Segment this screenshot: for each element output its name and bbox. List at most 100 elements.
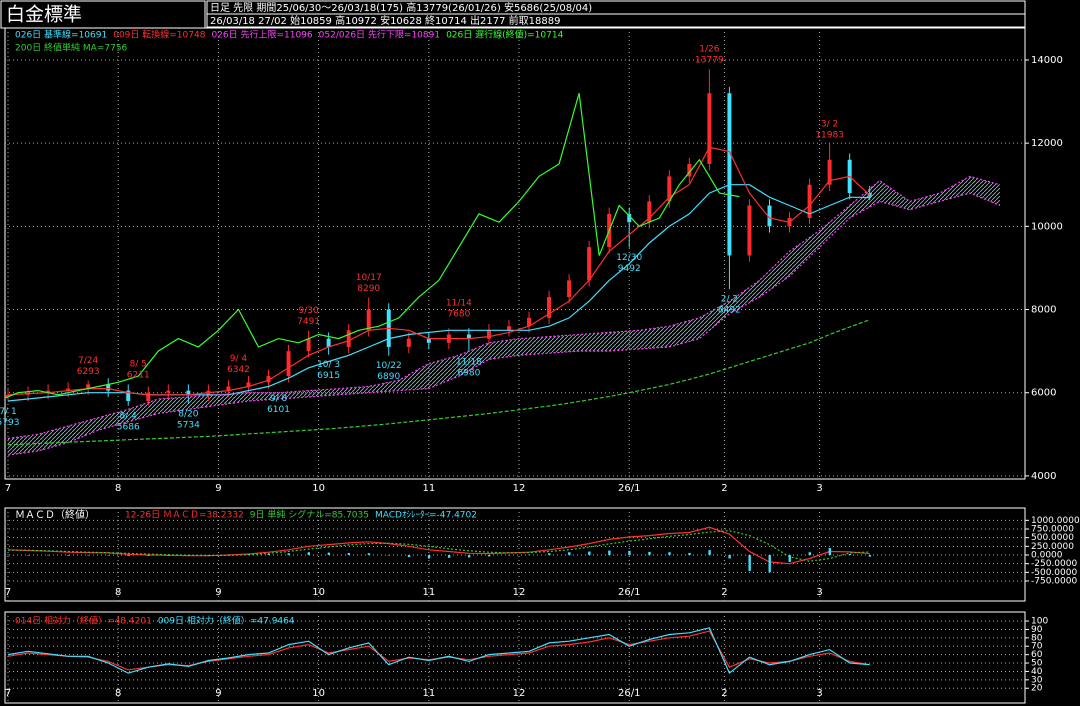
series-line xyxy=(7,627,870,675)
annotation-price: 5686 xyxy=(117,422,140,432)
histogram-bar xyxy=(528,554,531,556)
x-tick-label: 11 xyxy=(422,483,435,494)
y-tick-label: 80 xyxy=(1031,633,1043,643)
legend-entry: 12-26日 ＭＡＣＤ=38.2332 xyxy=(125,510,244,521)
histogram-bar xyxy=(487,555,491,557)
y-tick-label: -750.0000 xyxy=(1031,577,1077,587)
candle-body xyxy=(186,390,191,395)
legend-entry: 026日 基準線=10691 xyxy=(15,29,107,41)
x-tick-label: 9 xyxy=(215,587,221,598)
annotation-price: 5793 xyxy=(0,418,19,428)
x-tick-label: 26/1 xyxy=(618,587,640,598)
candle-body xyxy=(506,326,511,331)
y-tick-label: 0.0000 xyxy=(1031,551,1063,561)
x-tick-label: 7 xyxy=(5,688,11,699)
candle-body xyxy=(707,93,712,164)
y-tick-label: 20 xyxy=(1031,684,1043,694)
y-tick-label: 8000 xyxy=(1031,305,1056,316)
series-line xyxy=(5,93,740,399)
series-line xyxy=(7,526,870,565)
histogram-bar xyxy=(7,554,10,556)
histogram-bar xyxy=(848,553,852,555)
candle-body xyxy=(807,184,812,219)
histogram-bar xyxy=(267,553,270,555)
x-tick-label: 10 xyxy=(312,688,325,699)
y-tick-label: 30 xyxy=(1031,675,1043,685)
legend-entry: 9日 単純 シグナル=85.7035 xyxy=(250,509,369,521)
annotation-price: 8290 xyxy=(357,284,380,294)
x-tick-label: 26/1 xyxy=(618,483,640,494)
annotation-date: 11/18 xyxy=(456,357,482,367)
y-tick-label: 60 xyxy=(1031,650,1043,660)
annotation-date: 8/20 xyxy=(178,409,198,419)
histogram-bar xyxy=(227,554,230,556)
histogram-bar xyxy=(127,555,130,556)
candle-body xyxy=(86,384,91,389)
annotation-price: 8492 xyxy=(718,306,741,316)
legend-entry: 026日 遅行線(終値)=10714 xyxy=(446,29,564,41)
x-tick-label: 10 xyxy=(312,483,325,494)
annotation-date: 2/ 2 xyxy=(721,295,738,305)
histogram-bar xyxy=(427,555,431,559)
candle-body xyxy=(687,163,692,177)
annotation-price: 6293 xyxy=(77,367,100,377)
series-line xyxy=(7,319,870,446)
histogram-bar xyxy=(47,555,50,556)
annotation-price: 6890 xyxy=(377,372,400,382)
legend-entry: 009日 相対力（終値）=47.9464 xyxy=(158,615,295,627)
histogram-bar xyxy=(748,555,751,571)
y-tick-label: 100 xyxy=(1031,617,1048,627)
x-tick-label: 2 xyxy=(721,587,727,598)
annotation-date: 8/ 5 xyxy=(130,359,147,369)
candle-body xyxy=(587,247,592,281)
x-tick-label: 7 xyxy=(5,587,11,598)
candle-body xyxy=(6,394,10,397)
histogram-bar xyxy=(668,552,671,555)
candle-body xyxy=(166,390,171,393)
y-tick-label: 4000 xyxy=(1031,471,1056,482)
histogram-bar xyxy=(768,555,771,573)
candle-body xyxy=(647,201,652,223)
pane-title: ＭＡＣＤ（終値） xyxy=(15,508,95,521)
x-tick-label: 12 xyxy=(513,483,526,494)
annotation-date: 9/ 4 xyxy=(230,354,248,364)
histogram-bar xyxy=(808,552,811,555)
x-tick-label: 8 xyxy=(115,483,121,494)
histogram-bar xyxy=(87,555,90,556)
annotation-price: 5734 xyxy=(177,420,200,430)
histogram-bar xyxy=(387,555,391,556)
x-tick-label: 8 xyxy=(115,587,121,598)
annotation-price: 7491 xyxy=(297,317,320,327)
annotation-price: 13779 xyxy=(695,56,724,66)
x-tick-label: 7 xyxy=(5,483,11,494)
candle-body xyxy=(527,317,532,327)
candle-body xyxy=(627,213,632,223)
x-tick-label: 9 xyxy=(215,483,221,494)
y-tick-label: 750.0000 xyxy=(1031,524,1074,534)
histogram-bar xyxy=(688,552,691,555)
plot-area xyxy=(5,613,1025,703)
histogram-bar xyxy=(287,553,290,555)
histogram-bar xyxy=(27,555,30,556)
histogram-bar xyxy=(728,555,731,559)
pane-frame xyxy=(4,27,1026,480)
series-line xyxy=(7,530,870,562)
instrument-title: 白金標準 xyxy=(6,4,82,26)
histogram-bar xyxy=(868,555,872,557)
y-tick-label: 70 xyxy=(1031,642,1043,652)
plot-area xyxy=(5,29,1025,479)
annotation-date: 9/30 xyxy=(298,306,318,316)
candle-body xyxy=(106,384,111,391)
histogram-bar xyxy=(407,555,411,558)
candle-body xyxy=(547,297,552,318)
histogram-bar xyxy=(67,555,70,556)
candle-body xyxy=(326,338,331,347)
histogram-bar xyxy=(187,555,190,556)
x-tick-label: 9 xyxy=(215,688,221,699)
histogram-bar xyxy=(507,555,511,556)
y-tick-label: -250.0000 xyxy=(1031,559,1077,569)
candle-body xyxy=(747,205,752,256)
histogram-bar xyxy=(788,555,791,562)
annotation-price: 6342 xyxy=(227,365,250,375)
